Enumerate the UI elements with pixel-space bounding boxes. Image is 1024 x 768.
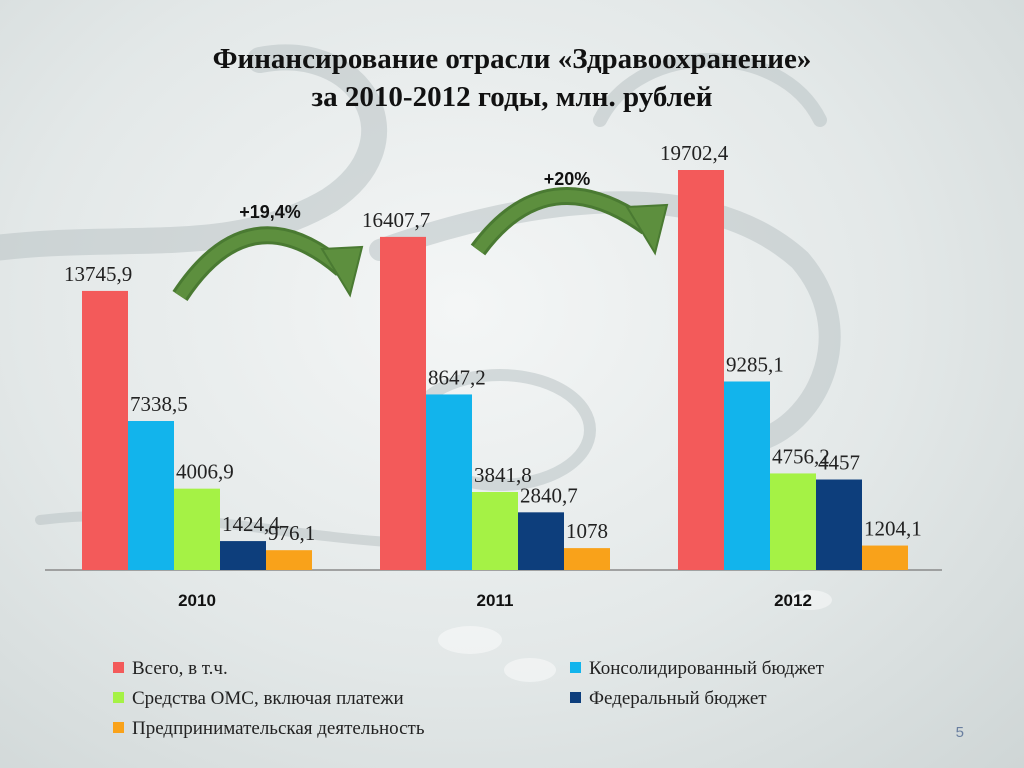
data-label: 1204,1	[864, 517, 922, 541]
legend-label: Средства ОМС, включая платежи	[132, 688, 404, 709]
data-label: 4756,2	[772, 444, 830, 468]
bar	[472, 492, 518, 570]
legend-label: Консолидированный бюджет	[589, 658, 824, 679]
x-tick-label: 2010	[178, 591, 216, 610]
data-label: 9285,1	[726, 352, 784, 376]
bar	[678, 170, 724, 570]
data-label: 19702,4	[660, 141, 729, 165]
legend-item: Федеральный бюджет	[570, 686, 767, 712]
data-label: 1078	[566, 519, 608, 543]
page-number: 5	[955, 724, 964, 741]
data-label: 13745,9	[64, 262, 132, 286]
bar	[380, 236, 426, 570]
legend-label: Федеральный бюджет	[589, 688, 767, 709]
bar	[128, 421, 174, 570]
legend-item: Всего, в т.ч.	[113, 656, 228, 682]
bar	[426, 394, 472, 570]
legend-swatch	[113, 692, 124, 704]
data-label: 7338,5	[130, 392, 188, 416]
bar	[220, 541, 266, 570]
data-label: 4457	[818, 451, 860, 475]
legend-swatch	[570, 692, 581, 704]
data-label: 2840,7	[520, 483, 578, 507]
legend-item: Консолидированный бюджет	[570, 656, 824, 682]
chart-legend: Всего, в т.ч. Консолидированный бюджет Сре…	[0, 656, 1024, 746]
x-tick-label: 2012	[774, 591, 812, 610]
data-label: 4006,9	[176, 460, 234, 484]
legend-item: Средства ОМС, включая платежи	[113, 686, 404, 712]
bar	[564, 548, 610, 570]
chart-title: Финансирование отрасли «Здравоохранение»…	[0, 40, 1024, 116]
data-label: 16407,7	[362, 208, 430, 232]
growth-arrow-body	[473, 190, 651, 254]
bar	[862, 545, 908, 570]
x-tick-label: 2011	[477, 591, 514, 610]
legend-swatch	[113, 722, 124, 734]
growth-arrow-head	[320, 245, 364, 298]
bar	[518, 512, 564, 570]
chart-title-line2: за 2010-2012 годы, млн. рублей	[311, 81, 713, 113]
bar	[82, 290, 128, 570]
growth-annotation: +19,4%	[239, 202, 301, 222]
data-label: 3841,8	[474, 463, 532, 487]
legend-item: Предпринимательская деятельность	[113, 716, 425, 742]
legend-label: Всего, в т.ч.	[132, 658, 228, 679]
growth-arrow-head	[625, 203, 669, 256]
bar	[770, 473, 816, 570]
bar	[816, 479, 862, 570]
legend-swatch	[570, 662, 581, 674]
data-label: 1424,4	[222, 512, 280, 536]
data-label: 976,1	[268, 521, 315, 545]
bar	[174, 488, 220, 570]
legend-label: Предпринимательская деятельность	[132, 718, 425, 739]
bar	[266, 550, 312, 570]
chart-title-line1: Финансирование отрасли «Здравоохранение»	[212, 43, 812, 75]
bar	[724, 381, 770, 570]
legend-swatch	[113, 662, 124, 674]
growth-annotation: +20%	[544, 169, 591, 189]
growth-arrow-body	[174, 229, 346, 300]
data-label: 8647,2	[428, 365, 486, 389]
